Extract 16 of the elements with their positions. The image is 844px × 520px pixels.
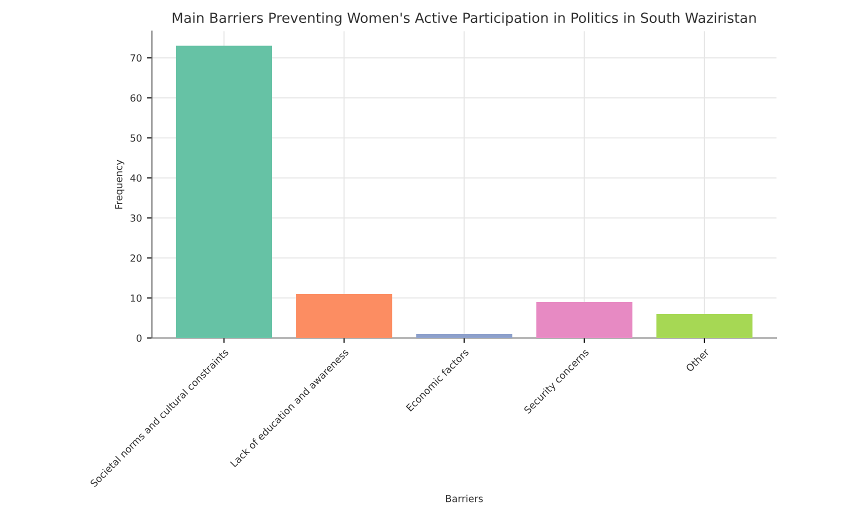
y-tick-label: 10: [130, 294, 142, 302]
y-tick-label: 30: [130, 214, 142, 222]
y-axis-title: Frequency: [115, 160, 124, 209]
bar: [656, 314, 752, 338]
chart-title: Main Barriers Preventing Women's Active Participation in Politics in South Waziristan: [172, 12, 756, 26]
x-axis-title: Barriers: [446, 494, 483, 502]
y-tick-label: 70: [130, 54, 142, 62]
y-tick-label: 0: [136, 334, 142, 342]
y-tick-label: 60: [130, 94, 142, 102]
y-tick-label: 20: [130, 254, 142, 262]
bar: [416, 334, 512, 338]
bar: [296, 294, 392, 338]
bar: [536, 302, 632, 338]
y-tick-label: 50: [130, 134, 142, 142]
bar: [176, 46, 272, 338]
y-tick-label: 40: [130, 174, 142, 182]
